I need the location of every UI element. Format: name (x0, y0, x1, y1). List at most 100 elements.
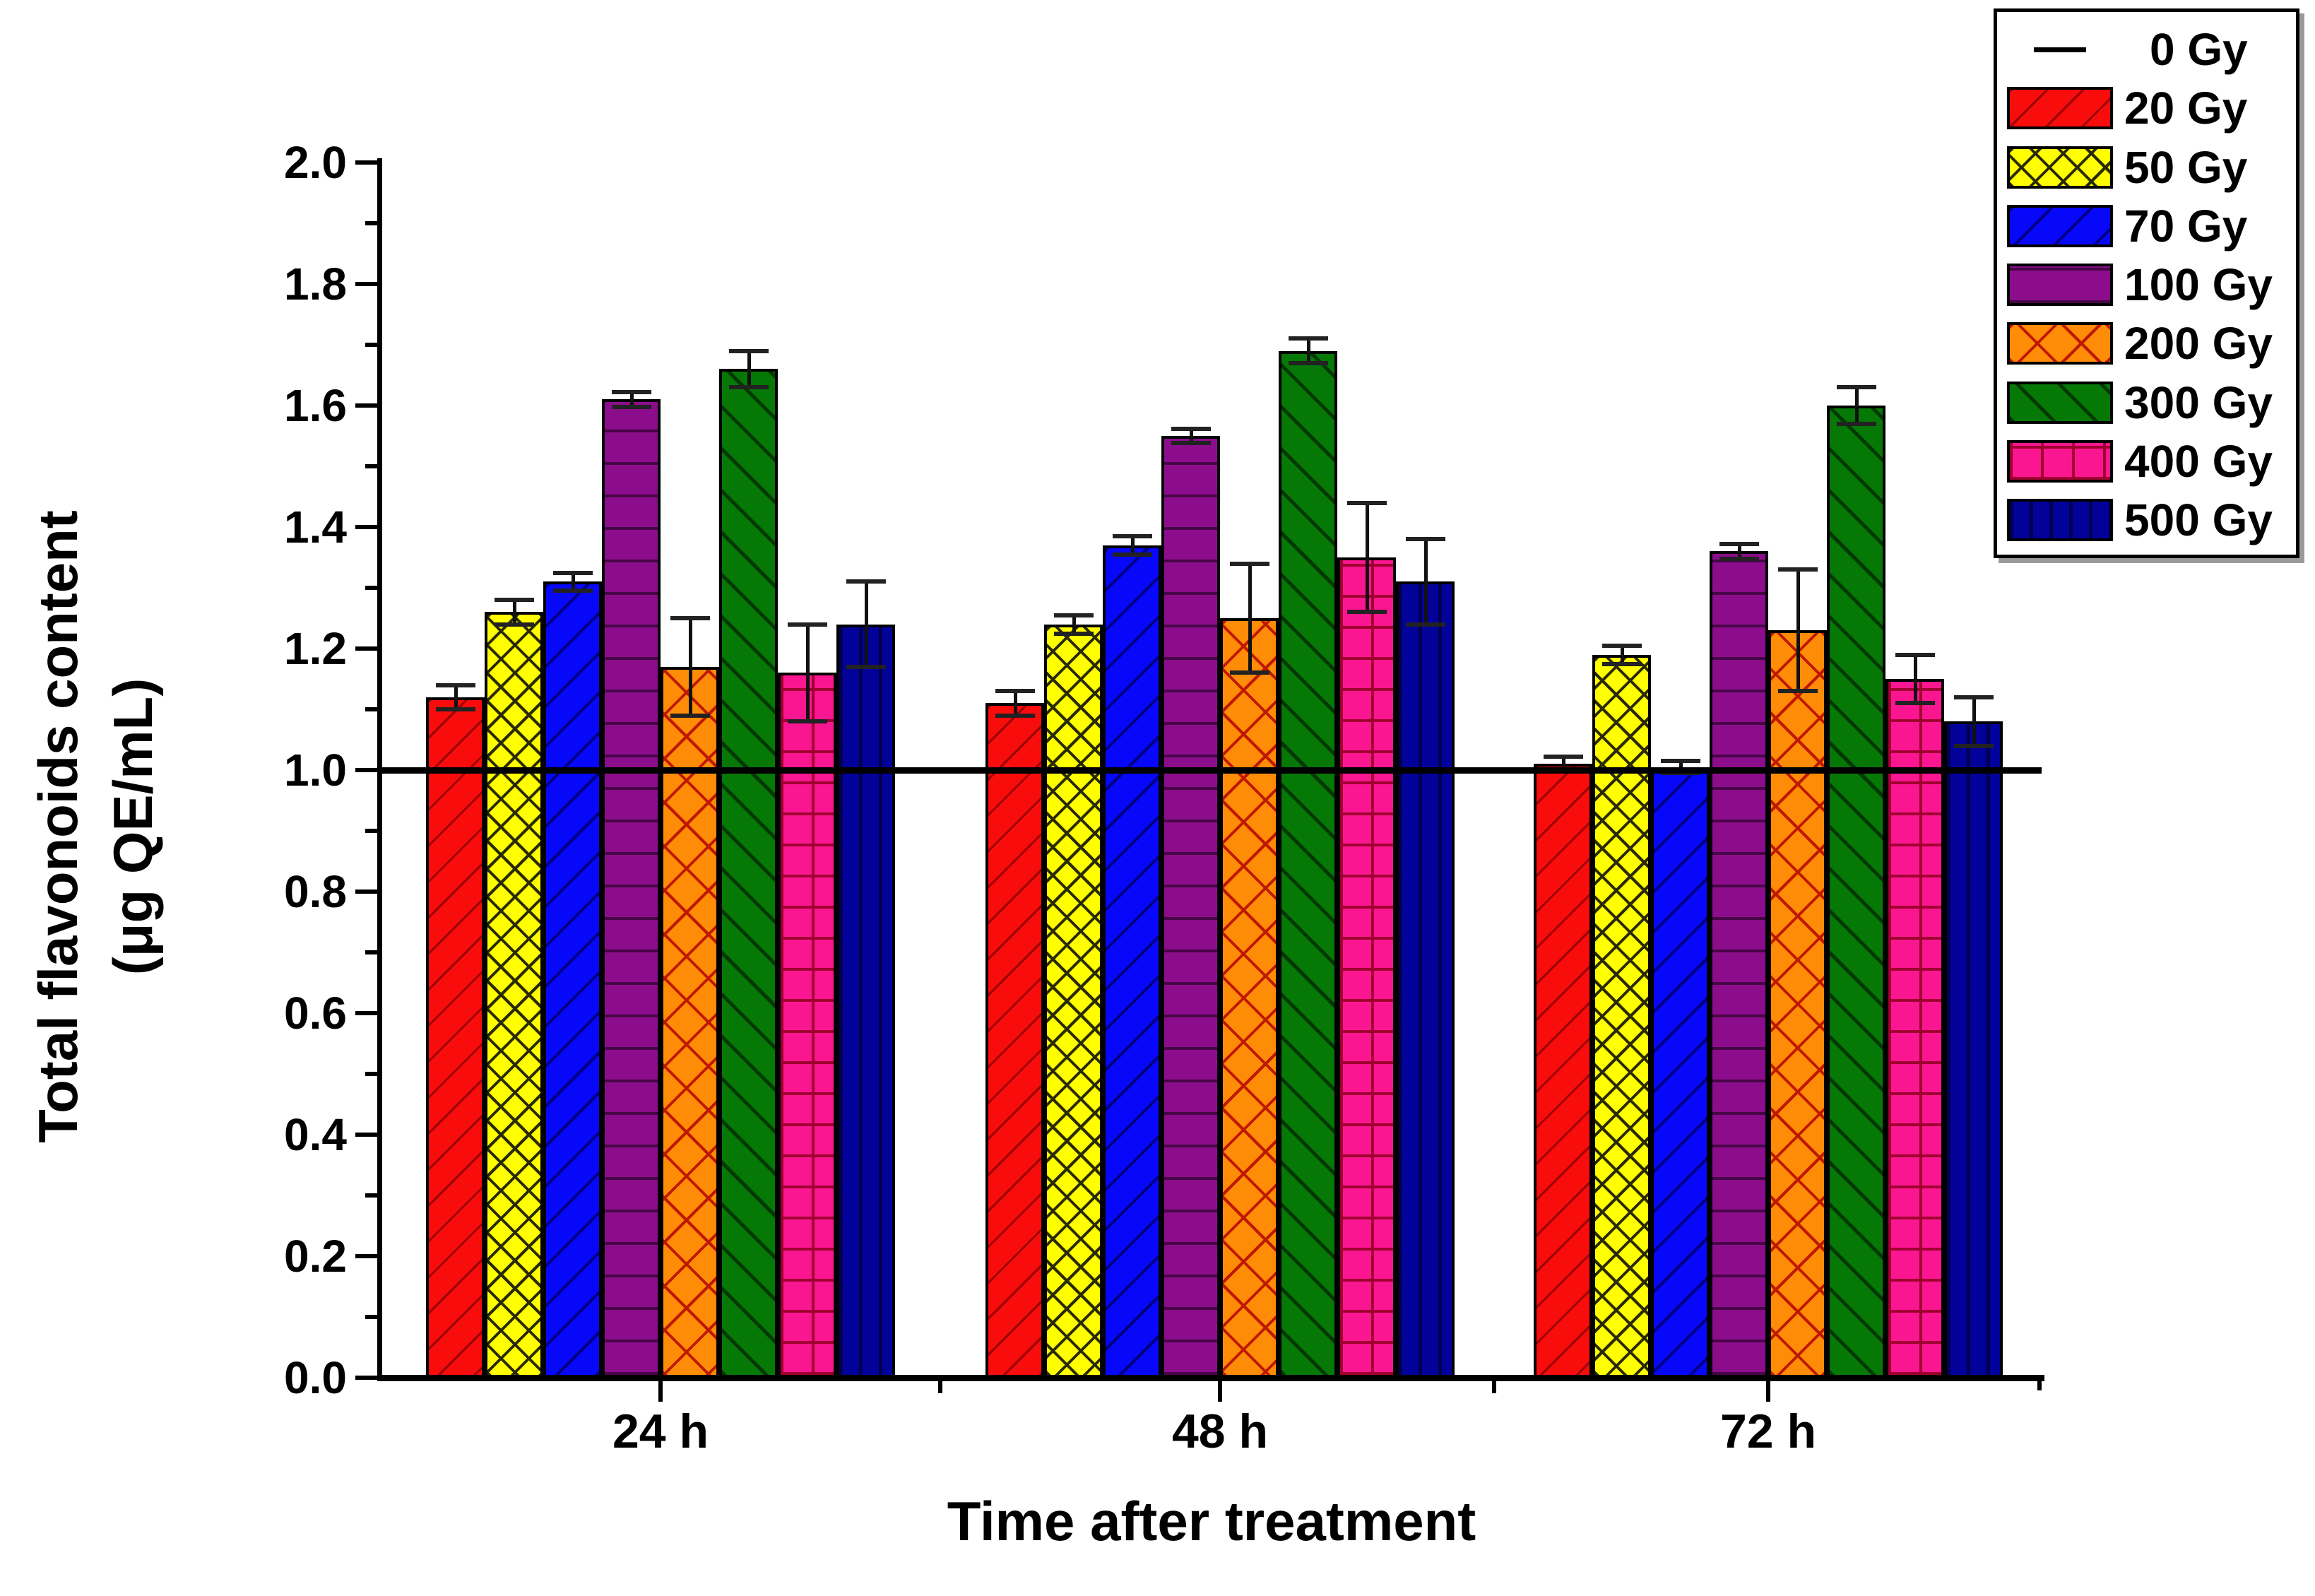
error-bar-cap-top (846, 579, 886, 584)
legend-label: 100 Gy (2124, 259, 2273, 310)
y-minor-tick (365, 707, 381, 711)
legend-label: 500 Gy (2124, 495, 2273, 545)
bar-70gy-24h (543, 581, 602, 1378)
y-major-tick (355, 646, 381, 651)
bar-70gy-72h (1651, 767, 1710, 1378)
y-tick-label: 1.6 (284, 380, 347, 431)
bar-70gy-48h (1103, 545, 1161, 1378)
y-minor-tick (365, 586, 381, 590)
bar-100gy-48h (1161, 436, 1220, 1378)
legend-item-300gy: 300 Gy (1997, 375, 2296, 430)
bar-500gy-24h (836, 624, 895, 1378)
error-bar-cap-top (1112, 533, 1152, 538)
error-bar-stem (454, 685, 458, 709)
error-bar-cap-bottom (611, 404, 651, 409)
legend-label: 0 Gy (2150, 24, 2248, 75)
y-tick-label: 0.4 (284, 1109, 347, 1160)
error-bar-cap-top (494, 598, 534, 603)
legend-item-0gy: 0 Gy (1997, 22, 2296, 77)
error-bar-cap-top (611, 390, 651, 395)
error-bar-stem (1854, 387, 1859, 424)
error-bar-cap-top (1601, 643, 1642, 648)
legend-swatch-icon (2007, 499, 2113, 541)
error-bar-stem (512, 600, 516, 625)
legend-swatch-icon (2007, 439, 2113, 483)
error-bar-cap-top (435, 682, 475, 687)
error-bar-cap-bottom (1836, 421, 1876, 426)
error-bar-cap-top (1660, 759, 1700, 764)
x-category-label: 72 h (1719, 1405, 1817, 1458)
y-minor-tick (365, 1315, 381, 1319)
y-minor-tick (365, 950, 381, 954)
error-bar-stem (1248, 563, 1252, 673)
bar-50gy-24h (485, 612, 543, 1378)
error-bar-cap-bottom (1405, 622, 1445, 627)
error-bar-cap-bottom (1288, 360, 1328, 365)
y-tick-label: 1.8 (284, 259, 347, 309)
bar-100gy-72h (1710, 551, 1768, 1378)
legend-label: 400 Gy (2124, 435, 2273, 487)
error-bar-stem (1365, 502, 1369, 613)
bar-50gy-72h (1592, 654, 1651, 1378)
bar-20gy-24h (426, 697, 485, 1378)
bar-300gy-48h (1279, 350, 1337, 1378)
y-tick-label: 1.0 (284, 745, 347, 796)
y-major-tick (355, 1376, 381, 1380)
error-bar-stem (1913, 654, 1917, 704)
error-bar-cap-bottom (435, 707, 475, 711)
y-minor-tick (365, 343, 381, 347)
y-major-tick (355, 160, 381, 165)
legend-label: 200 Gy (2124, 318, 2273, 370)
bar-200gy-24h (661, 666, 719, 1378)
x-minor-tick (1492, 1378, 1496, 1393)
error-bar-cap-top (1288, 336, 1328, 341)
x-minor-tick (938, 1378, 942, 1393)
legend-label: 70 Gy (2124, 200, 2248, 252)
error-bar-stem (1072, 615, 1076, 634)
legend-swatch-icon (2007, 264, 2113, 306)
bar-400gy-24h (778, 673, 836, 1378)
bar-300gy-72h (1827, 406, 1885, 1378)
y-minor-tick (365, 829, 381, 833)
error-bar-cap-top (1777, 567, 1818, 572)
error-bar-stem (1972, 697, 1976, 746)
x-axis-baseline (377, 1375, 2044, 1381)
error-bar-cap-bottom (670, 713, 710, 718)
error-bar-cap-top (1719, 542, 1759, 547)
error-bar-cap-bottom (1719, 556, 1759, 561)
error-bar-stem (1306, 338, 1310, 363)
y-tick-label: 0.6 (284, 988, 347, 1039)
error-bar-cap-bottom (1229, 670, 1269, 675)
error-bar-cap-top (1053, 613, 1094, 617)
error-bar-cap-top (1171, 426, 1211, 431)
error-bar-cap-bottom (995, 713, 1035, 718)
error-bar-cap-top (1229, 561, 1269, 566)
error-bar-stem (571, 572, 575, 591)
y-major-tick (355, 1254, 381, 1258)
error-bar-cap-top (787, 622, 827, 627)
error-bar-cap-top (1405, 537, 1445, 542)
error-bar-cap-bottom (1346, 610, 1387, 615)
legend-swatch-icon (2007, 322, 2113, 365)
error-bar-stem (1423, 539, 1428, 625)
bar-500gy-72h (1944, 721, 2003, 1378)
legend-item-100gy: 100 Gy (1997, 257, 2296, 312)
y-axis-title-line2: (μg QE/mL) (102, 678, 164, 976)
y-tick-label: 0.0 (284, 1352, 347, 1403)
bar-100gy-24h (602, 399, 661, 1378)
y-major-tick (355, 1133, 381, 1137)
error-bar-cap-bottom (1171, 441, 1211, 446)
y-tick-label: 2.0 (284, 137, 347, 188)
y-tick-label: 1.4 (284, 502, 347, 552)
y-minor-tick (365, 221, 381, 225)
error-bar-cap-top (1895, 652, 1935, 657)
error-bar-stem (1013, 691, 1017, 716)
error-bar-cap-top (1836, 385, 1876, 390)
y-major-tick (355, 1011, 381, 1015)
reference-line-icon (2034, 47, 2086, 52)
legend-line-marker (2007, 28, 2113, 71)
error-bar-stem (1189, 428, 1193, 444)
legend-swatch-icon (2007, 87, 2113, 130)
y-major-tick (355, 525, 381, 529)
